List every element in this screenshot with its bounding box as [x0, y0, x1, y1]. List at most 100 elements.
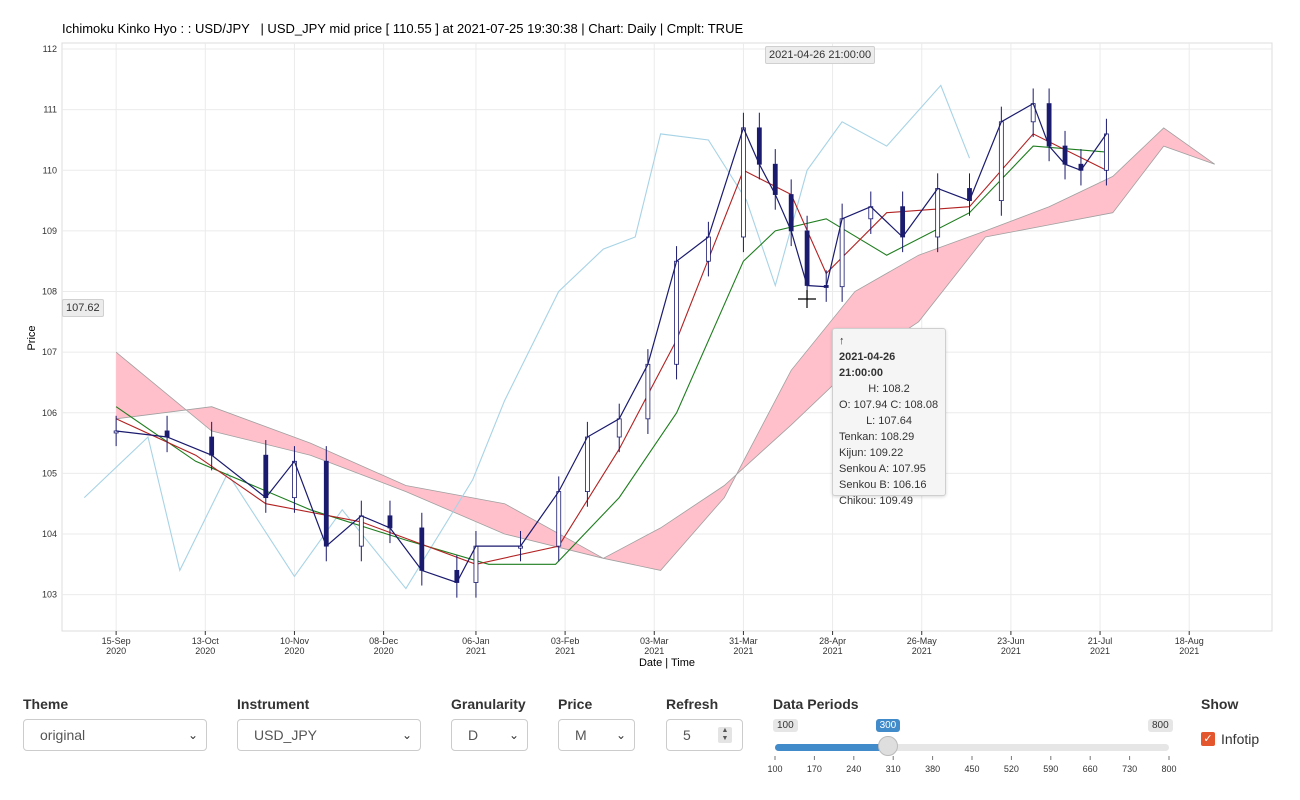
chart-plot[interactable]: 10310410510610710810911011111215-Sep2020…	[0, 0, 1300, 680]
candle-body	[741, 127, 746, 238]
candlesticks	[113, 88, 1109, 598]
x-tick-year: 2021	[466, 646, 486, 656]
x-tick-label: 15-Sep	[102, 636, 131, 646]
chevron-down-icon: ⌄	[615, 728, 626, 742]
ichimoku-cloud	[115, 127, 1215, 571]
x-tick-label: 31-Mar	[729, 636, 758, 646]
slider-tick-label: 310	[886, 764, 901, 774]
candle-body	[556, 491, 562, 547]
candle-body	[358, 515, 364, 547]
slider-tick-label: 100	[767, 764, 782, 774]
granularity-select[interactable]: D ⌄	[451, 719, 528, 751]
x-tick-label: 10-Nov	[280, 636, 310, 646]
x-tick-year: 2020	[284, 646, 304, 656]
granularity-label: Granularity	[451, 696, 526, 712]
slider-max-label: 800	[1148, 719, 1173, 732]
data-periods-label: Data Periods	[773, 696, 859, 712]
slider-tick-label: 800	[1161, 764, 1176, 774]
refresh-label: Refresh	[666, 696, 719, 712]
x-tick-year: 2021	[733, 646, 753, 656]
x-tick-label: 21-Jul	[1088, 636, 1113, 646]
x-tick-label: 23-Jun	[997, 636, 1025, 646]
x-tick-label: 03-Feb	[551, 636, 580, 646]
candle-body	[584, 436, 590, 492]
x-tick-year: 2021	[555, 646, 575, 656]
candle-body	[674, 260, 679, 365]
price-label: Price	[558, 696, 593, 712]
slider-tick-label: 380	[925, 764, 940, 774]
x-axis-title: Date | Time	[639, 657, 695, 669]
y-axis-title: Price	[26, 325, 38, 350]
tooltip-senkou-a: Senkou A: 107.95	[839, 463, 926, 475]
tooltip-tenkan: Tenkan: 108.29	[839, 431, 915, 443]
candle-body	[935, 188, 941, 238]
tooltip-high: H: 108.2	[868, 383, 910, 395]
grid-lines	[62, 43, 1272, 631]
slider-tick-label: 520	[1004, 764, 1019, 774]
kijun-line	[115, 145, 1107, 565]
y-tick-label: 111	[43, 105, 57, 115]
slider-min-label: 100	[773, 719, 798, 732]
infotip-checkbox[interactable]: ✓	[1201, 732, 1215, 746]
candle-body	[209, 436, 215, 456]
price-control: Price M ⌄	[558, 693, 635, 751]
refresh-input[interactable]: 5 ▲ ▼	[666, 719, 743, 751]
candle-body	[839, 218, 845, 288]
candle-body	[473, 545, 479, 583]
price-select[interactable]: M ⌄	[558, 719, 635, 751]
spinner-icon[interactable]: ▲ ▼	[718, 727, 732, 743]
theme-select[interactable]: original ⌄	[23, 719, 207, 751]
candle-body	[1104, 133, 1109, 171]
candle-body	[164, 430, 170, 438]
x-tick-year: 2021	[644, 646, 664, 656]
x-tick-year: 2021	[1179, 646, 1199, 656]
instrument-control: Instrument USD_JPY ⌄	[237, 693, 421, 751]
y-tick-label: 108	[42, 287, 57, 297]
candle-body	[263, 454, 269, 499]
slider-handle[interactable]	[877, 736, 898, 756]
theme-value: original	[40, 727, 86, 743]
granularity-value: D	[468, 727, 479, 743]
candle-body	[900, 206, 906, 238]
chevron-down-icon: ⌄	[401, 728, 412, 742]
theme-control: Theme original ⌄	[23, 693, 207, 751]
instrument-value: USD_JPY	[254, 727, 318, 743]
candle-body	[756, 127, 762, 165]
slider-ticks: 100 170 240 310 380 450 520 590 660 730 800	[767, 756, 1177, 774]
candle-body	[616, 418, 622, 438]
x-tick-year: 2020	[195, 646, 215, 656]
candle-body	[967, 188, 972, 202]
x-tick-year: 2021	[1090, 646, 1110, 656]
chevron-down-icon: ⌄	[187, 728, 198, 742]
y-tick-label: 103	[42, 590, 57, 600]
slider-fill	[775, 744, 888, 751]
instrument-label: Instrument	[237, 696, 310, 712]
tooltip-chikou: Chikou: 109.49	[839, 495, 913, 507]
tooltip-low: L: 107.64	[866, 415, 912, 427]
tooltip-arrow: ↑	[839, 335, 845, 347]
infotip-label: Infotip	[1221, 731, 1260, 747]
slider-track[interactable]	[775, 744, 1169, 751]
slider-tick-label: 730	[1122, 764, 1137, 774]
slider-tick-label: 240	[846, 764, 861, 774]
x-tick-year: 2021	[823, 646, 843, 656]
instrument-select[interactable]: USD_JPY ⌄	[237, 719, 421, 751]
slider-tick-label: 170	[807, 764, 822, 774]
tooltip-kijun: Kijun: 109.22	[839, 447, 904, 459]
close-line	[116, 102, 1107, 584]
data-periods-control: Data Periods	[773, 693, 1173, 783]
candle-body	[419, 527, 425, 571]
slider-tick-label: 660	[1083, 764, 1098, 774]
hover-x-label: 2021-04-26 21:00:00	[765, 46, 876, 64]
theme-label: Theme	[23, 696, 69, 712]
show-control: Show	[1201, 693, 1291, 715]
candle-body	[705, 236, 711, 262]
tooltip-date: 2021-04-26 21:00:00	[839, 351, 896, 379]
candle-body	[645, 363, 651, 420]
axes: 10310410510610710810911011111215-Sep2020…	[42, 44, 1204, 656]
chikou-line	[83, 84, 971, 590]
granularity-control: Granularity D ⌄	[451, 693, 528, 751]
y-tick-label: 107	[42, 347, 57, 357]
candle-body	[387, 515, 393, 529]
slider-tick-label: 450	[964, 764, 979, 774]
